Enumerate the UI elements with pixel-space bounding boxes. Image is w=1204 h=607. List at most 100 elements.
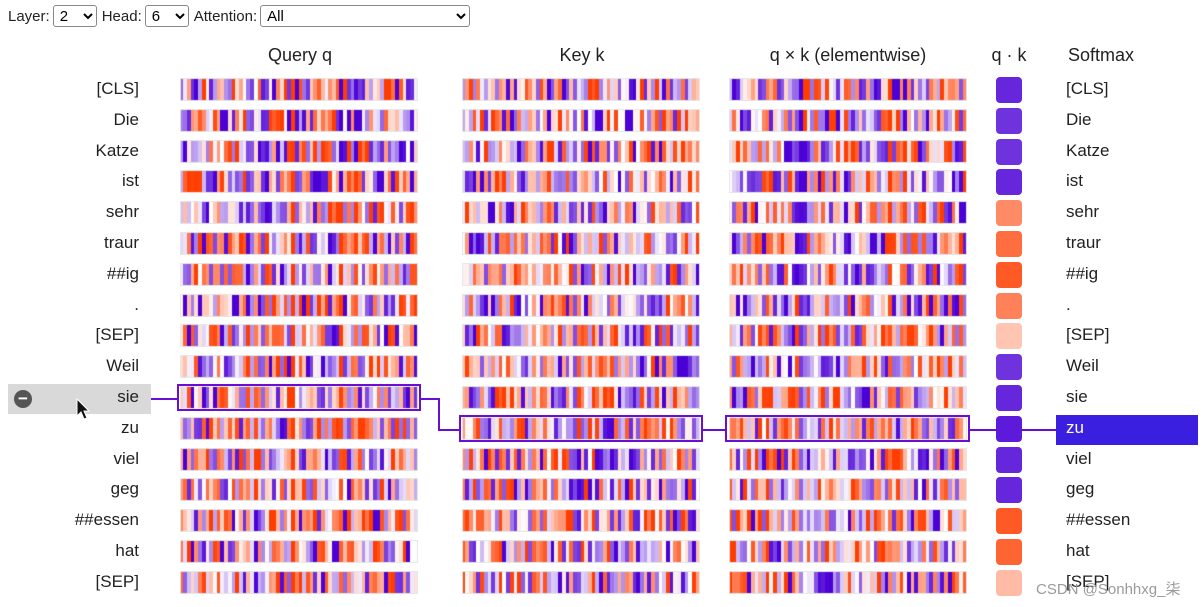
query-vector (180, 139, 418, 163)
query-token-label[interactable]: ist (122, 171, 139, 191)
watermark: CSDN @Sonhhxg_柒 (1036, 581, 1181, 598)
query-vector (180, 78, 418, 101)
query-token-label[interactable]: Katze (95, 140, 139, 160)
dot-product-cell (996, 323, 1022, 350)
key-vector (462, 509, 700, 533)
product-vector (729, 355, 967, 379)
connector-query-out (421, 398, 439, 400)
product-vector (729, 509, 967, 533)
key-vector (462, 108, 700, 132)
key-vector (462, 262, 700, 286)
product-vector (729, 78, 967, 101)
softmax-token-label[interactable]: [CLS] (1066, 79, 1109, 98)
attention-select[interactable]: All (260, 5, 471, 27)
key-vector (462, 139, 700, 163)
dot-product-cell (996, 107, 1022, 134)
query-token-label[interactable]: Die (113, 109, 139, 129)
dot-product-cell (996, 292, 1022, 319)
softmax-token-label[interactable]: ##ig (1066, 263, 1099, 283)
product-vector (729, 293, 967, 317)
query-token-label[interactable]: viel (113, 448, 139, 468)
product-vector (729, 108, 967, 132)
product-vector (729, 447, 967, 471)
key-vector (462, 447, 700, 471)
softmax-token-label[interactable]: zu (1066, 417, 1084, 437)
query-token-label[interactable]: [SEP] (95, 571, 139, 591)
query-token-label[interactable]: traur (104, 233, 139, 252)
softmax-token-label[interactable]: Die (1066, 109, 1092, 129)
softmax-token-label[interactable]: hat (1066, 541, 1090, 560)
key-vector (462, 416, 700, 440)
product-header: q × k (elementwise) (769, 45, 927, 65)
product-vector (729, 324, 967, 348)
query-vector (180, 232, 418, 255)
query-token-label[interactable]: . (134, 294, 139, 314)
key-vector (462, 540, 700, 563)
query-token-label[interactable]: zu (121, 417, 139, 437)
head-select[interactable]: 6 (144, 5, 189, 27)
softmax-token-label[interactable]: [SEP] (1066, 325, 1110, 345)
softmax-token-label[interactable]: [SEP] (1066, 571, 1110, 591)
query-token-label[interactable]: ##essen (74, 510, 139, 530)
dot-product-cell (996, 446, 1022, 473)
query-vector (180, 447, 418, 471)
query-vector (180, 293, 418, 317)
softmax-token-label[interactable]: geg (1066, 479, 1095, 499)
key-vector (462, 355, 700, 379)
key-vector (462, 201, 700, 225)
dot-product-header: q · k (991, 45, 1027, 65)
key-vector (462, 386, 700, 409)
minus-circle-icon[interactable]: − (14, 390, 32, 408)
dot-product-cell (996, 508, 1022, 535)
softmax-token-label[interactable]: ##essen (1066, 510, 1131, 530)
softmax-token-label[interactable]: Weil (1066, 356, 1099, 376)
key-vector (462, 293, 700, 317)
query-token-label[interactable]: sehr (105, 202, 139, 222)
softmax-token-label[interactable]: sie (1066, 387, 1088, 406)
softmax-token-label[interactable]: ist (1066, 171, 1083, 191)
query-token-label[interactable]: sie (117, 387, 139, 406)
connector-dot-softmax (1022, 429, 1056, 431)
key-vector (462, 478, 700, 502)
product-vector (729, 386, 967, 409)
connector-product-dot (970, 429, 996, 431)
dot-product-cell (996, 539, 1022, 565)
query-vector (180, 386, 418, 409)
dot-product-cell (996, 77, 1022, 103)
key-selection-frame (459, 415, 703, 442)
key-vector (462, 570, 700, 594)
product-vector (729, 262, 967, 286)
softmax-token-label[interactable]: viel (1066, 448, 1092, 468)
dot-product-cell (996, 569, 1022, 596)
query-vector (180, 262, 418, 286)
query-header: Query q (267, 45, 333, 65)
layer-label: Layer: (8, 7, 50, 25)
product-vector (729, 478, 967, 502)
dot-product-cell (996, 415, 1022, 442)
query-token-label[interactable]: geg (110, 479, 139, 499)
query-vector (180, 170, 418, 194)
toolbar: Layer: 2 Head: 6 Attention: All (8, 5, 475, 27)
softmax-selected-highlight (1056, 415, 1198, 445)
product-vector (729, 570, 967, 594)
query-token-label[interactable]: Weil (106, 356, 139, 376)
dot-product-cell (996, 261, 1022, 288)
dot-product-cell (996, 231, 1022, 257)
softmax-token-label[interactable]: . (1066, 294, 1071, 314)
softmax-token-label[interactable]: sehr (1066, 202, 1100, 222)
product-vector (729, 540, 967, 563)
product-vector (729, 232, 967, 255)
query-token-label[interactable]: hat (115, 541, 139, 560)
layer-select[interactable]: 2 (52, 5, 97, 27)
key-vector (462, 78, 700, 101)
query-token-label[interactable]: ##ig (106, 263, 139, 283)
query-vector (180, 416, 418, 440)
softmax-token-label[interactable]: traur (1066, 233, 1101, 252)
dot-product-cell (996, 169, 1022, 196)
query-token-label[interactable]: [CLS] (96, 79, 139, 98)
dot-product-cell (996, 385, 1022, 411)
query-token-label[interactable]: [SEP] (95, 325, 139, 345)
softmax-token-label[interactable]: Katze (1066, 140, 1110, 160)
query-vector (180, 478, 418, 502)
product-vector (729, 201, 967, 225)
